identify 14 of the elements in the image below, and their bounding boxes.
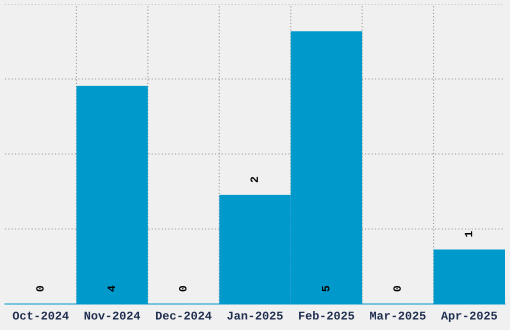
x-tick-label: Nov-2024	[84, 312, 140, 320]
x-tick-label: Oct-2024	[12, 312, 69, 320]
data-label: 0	[179, 286, 187, 292]
data-label: 0	[36, 286, 44, 292]
x-tick-label: Feb-2025	[299, 310, 354, 320]
x-tick-label: Mar-2025	[370, 312, 426, 320]
x-tick-label: Dec-2024	[156, 312, 212, 320]
x-tick-label: Apr-2025	[440, 312, 498, 322]
data-label: 2	[250, 176, 258, 182]
data-label: 4	[108, 286, 116, 292]
x-tick-label: Jan-2025	[227, 312, 283, 320]
data-label: 0	[393, 286, 401, 292]
data-label: 5	[322, 286, 330, 292]
data-label: 1	[464, 231, 472, 237]
